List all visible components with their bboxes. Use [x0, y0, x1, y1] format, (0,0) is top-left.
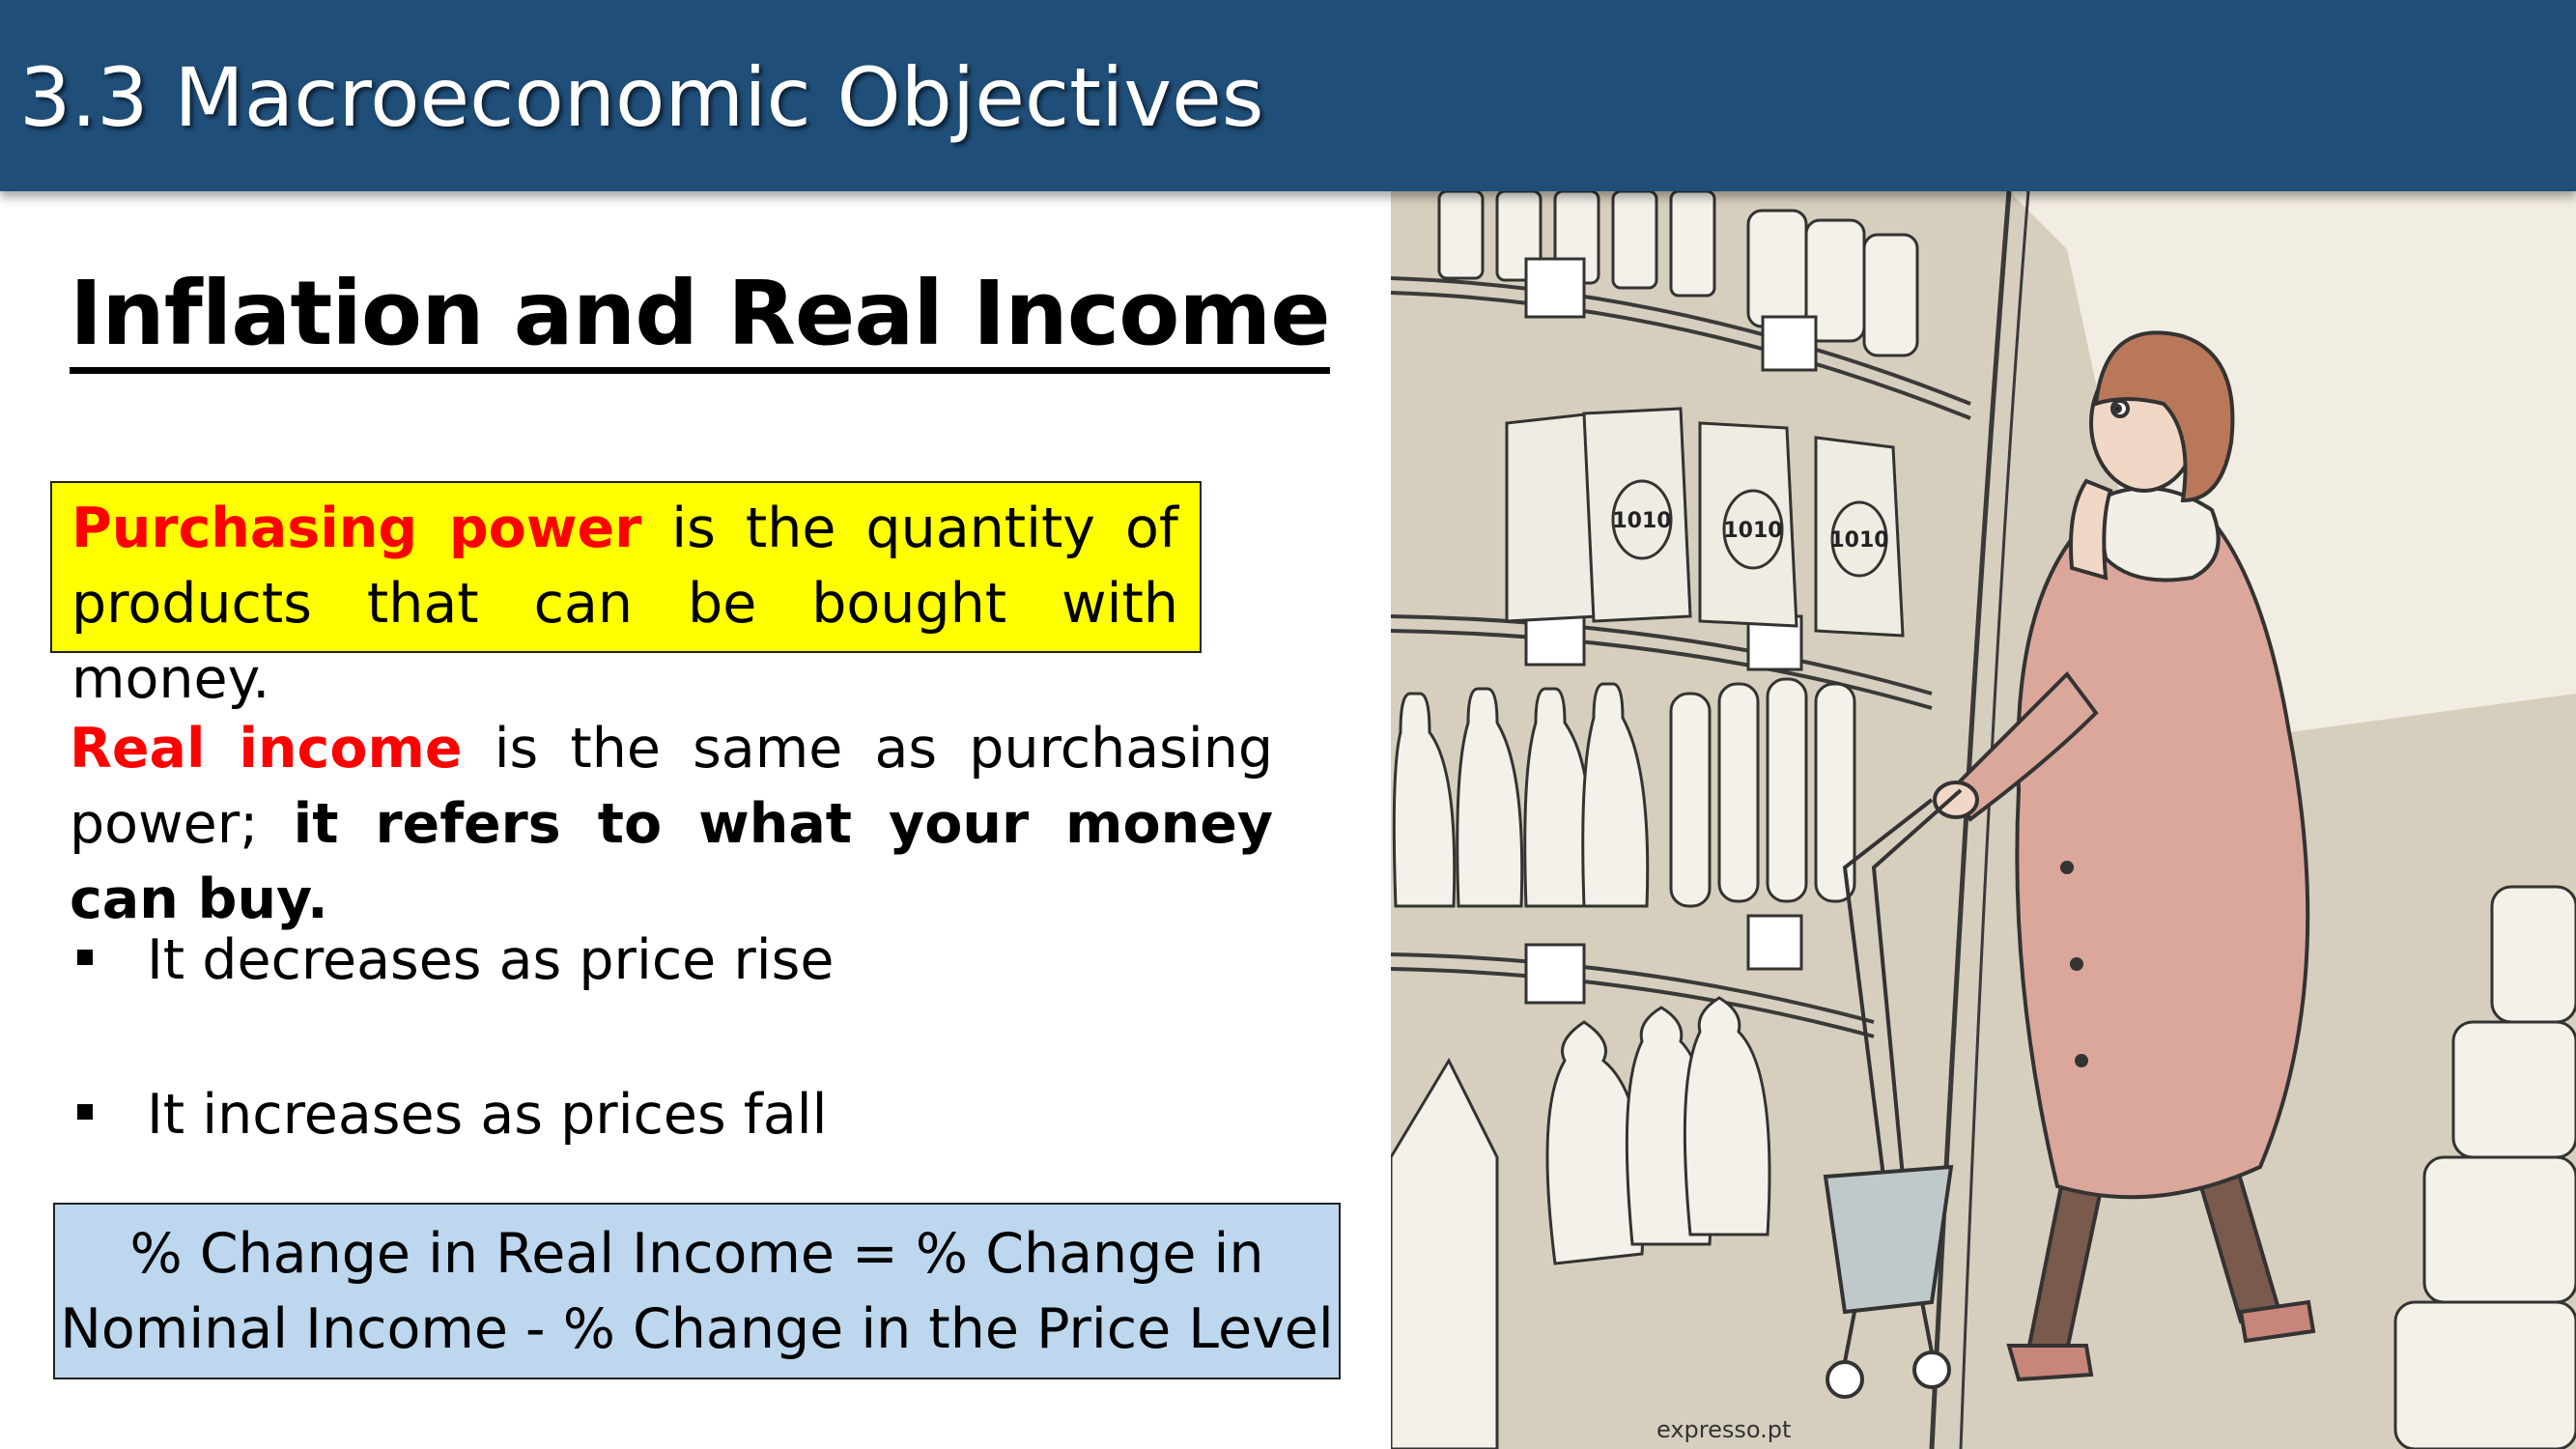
title-bar: 3.3 Macroeconomic Objectives: [0, 0, 2576, 191]
section-heading: Inflation and Real Income: [70, 261, 1331, 374]
woman-figure: [1933, 330, 2316, 1382]
real-income-formula-box: % Change in Real Income = % Change in No…: [53, 1203, 1341, 1379]
shopping-cart-icon: [1823, 788, 1963, 1399]
purchasing-power-definition: is the quantity of products that can be …: [71, 497, 1178, 711]
slide-title: 3.3 Macroeconomic Objectives: [19, 50, 1264, 145]
bag-label: 1010: [1723, 519, 1782, 543]
purchasing-power-definition-box: Purchasing power is the quantity of prod…: [50, 481, 1202, 711]
formula-line-1: % Change in Real Income = % Change in: [129, 1222, 1264, 1286]
bullet-square-icon: [77, 1104, 93, 1121]
bullet-text: It increases as prices fall: [147, 1083, 828, 1147]
cartoon-signature: expresso.pt: [1656, 1416, 1791, 1443]
real-income-term: Real income: [70, 717, 463, 781]
bag-label: 1010: [1829, 528, 1888, 553]
real-income-paragraph: Real income is the same as purchasing po…: [70, 711, 1273, 937]
bullet-item: It decreases as price rise: [77, 923, 834, 998]
real-income-emphasis: it refers to what your money can buy.: [70, 792, 1274, 931]
bag-label: 1010: [1612, 509, 1671, 533]
purchasing-power-term: Purchasing power: [71, 497, 642, 560]
bullet-item: It increases as prices fall: [77, 1077, 827, 1152]
real-income-text: is the same as purchasing power;: [70, 717, 1273, 856]
bullet-text: It decreases as price rise: [147, 928, 835, 992]
formula-line-2: Nominal Income - % Change in the Price L…: [60, 1297, 1334, 1361]
bullet-square-icon: [77, 950, 93, 966]
shopping-cartoon-image: 1010 1010 1010: [1391, 191, 2576, 1449]
